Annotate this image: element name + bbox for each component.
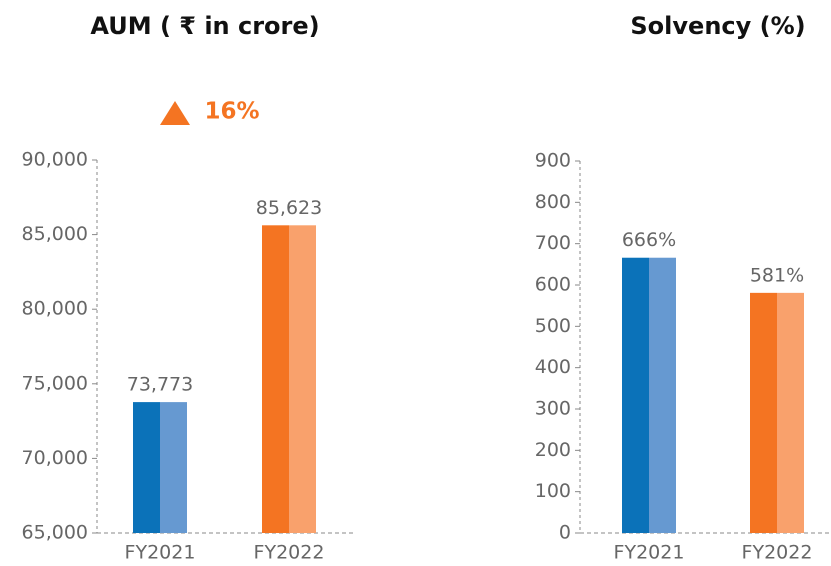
annotation: 16%: [204, 99, 259, 125]
y-tick-label: 85,000: [22, 223, 88, 245]
bar: [133, 402, 160, 533]
y-tick-label: 100: [535, 480, 571, 502]
x-tick-label: FY2022: [254, 542, 325, 564]
y-tick-label: 700: [535, 232, 571, 254]
value-label: 581%: [750, 264, 804, 286]
y-tick-label: 65,000: [22, 522, 88, 544]
y-tick-label: 75,000: [22, 372, 88, 394]
y-tick-label: 900: [535, 150, 571, 172]
bar-highlight: [649, 257, 676, 533]
y-tick-label: 0: [559, 522, 571, 544]
value-label: 666%: [622, 229, 676, 251]
value-label: 85,623: [256, 197, 322, 219]
bar: [262, 225, 289, 533]
y-tick-label: 80,000: [22, 298, 88, 320]
bar-highlight: [777, 292, 804, 533]
y-tick-label: 200: [535, 439, 571, 461]
x-tick-label: FY2022: [742, 542, 813, 564]
y-tick-label: 500: [535, 315, 571, 337]
y-tick-label: 600: [535, 274, 571, 296]
bar-highlight: [160, 402, 187, 533]
x-tick-label: FY2021: [125, 542, 196, 564]
y-tick-label: 70,000: [22, 447, 88, 469]
bar: [622, 257, 649, 533]
up-arrow: [160, 101, 190, 125]
y-tick-label: 400: [535, 356, 571, 378]
bar-highlight: [289, 225, 316, 533]
y-tick-label: 800: [535, 191, 571, 213]
x-tick-label: FY2021: [614, 542, 685, 564]
bar: [750, 292, 777, 533]
value-label: 73,773: [127, 374, 193, 396]
y-tick-label: 300: [535, 398, 571, 420]
y-tick-label: 90,000: [22, 149, 88, 171]
chart-title: Solvency (%): [630, 12, 805, 40]
chart-title: AUM ( ₹ in crore): [90, 12, 319, 40]
